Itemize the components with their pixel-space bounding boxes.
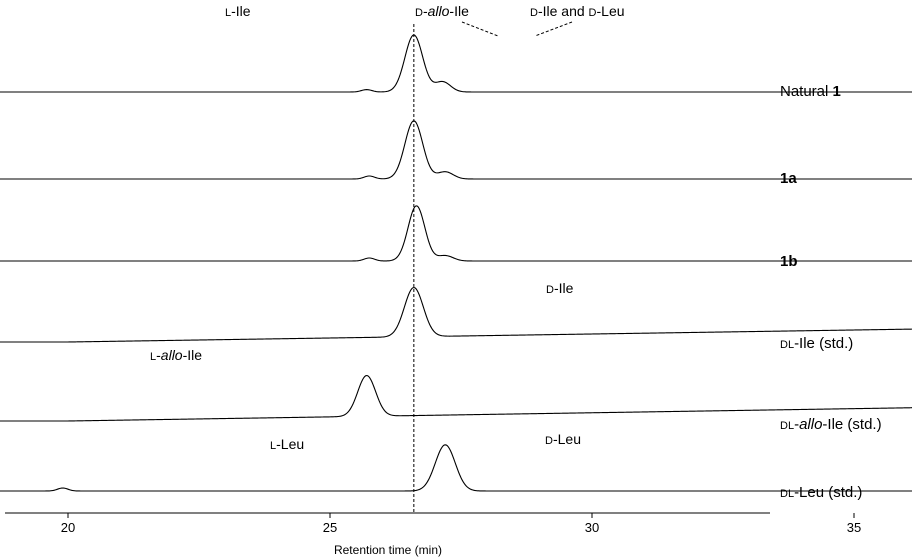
x-tick-label-20: 20 (61, 520, 75, 535)
trace-label-1b: 1b (780, 253, 798, 270)
chromatogram-traces (0, 34, 912, 492)
trace-line-0 (0, 34, 912, 93)
trace-line-2 (0, 205, 912, 262)
trace-label-dl-leu-std: DL-Leu (std.) (780, 484, 862, 501)
peak-label-d-ile-and-d-leu: D-Ile and D-Leu (530, 3, 625, 19)
callout-line-d-allo-ile (461, 21, 499, 37)
x-tick-label-25: 25 (323, 520, 337, 535)
trace-line-5 (0, 444, 912, 492)
trace-label-natural-1: Natural 1 (780, 83, 841, 100)
trace-line-3 (0, 286, 912, 343)
peak-label-l-leu: L-Leu (270, 436, 304, 452)
peak-label-l-ile: L-Ile (225, 3, 251, 19)
x-tick-label-30: 30 (585, 520, 599, 535)
peak-label-d-allo-ile: D-allo-Ile (415, 3, 469, 19)
trace-label-1a: 1a (780, 170, 797, 187)
peak-label-d-leu: D-Leu (545, 431, 581, 447)
trace-label-dl-ile-std: DL-Ile (std.) (780, 335, 853, 352)
trace-labels: Natural 1 1a 1b DL-Ile (std.) DL-allo-Il… (780, 83, 882, 501)
trace-line-4 (0, 374, 912, 422)
x-axis: 202530354045 (5, 512, 861, 535)
x-axis-title: Retention time (min) (334, 543, 442, 557)
reference-lines (413, 24, 415, 513)
trace-label-dl-allo-ile-std: DL-allo-Ile (std.) (780, 416, 882, 433)
x-tick-label-35: 35 (847, 520, 861, 535)
callout-line-d-ile-and-d-leu (534, 21, 573, 37)
peak-label-d-ile: D-Ile (546, 280, 574, 296)
trace-line-1 (0, 120, 912, 180)
peak-labels: L-Ile D-allo-Ile D-Ile and D-Leu D-Ile L… (150, 3, 625, 452)
peak-label-l-allo-ile: L-allo-Ile (150, 347, 202, 363)
